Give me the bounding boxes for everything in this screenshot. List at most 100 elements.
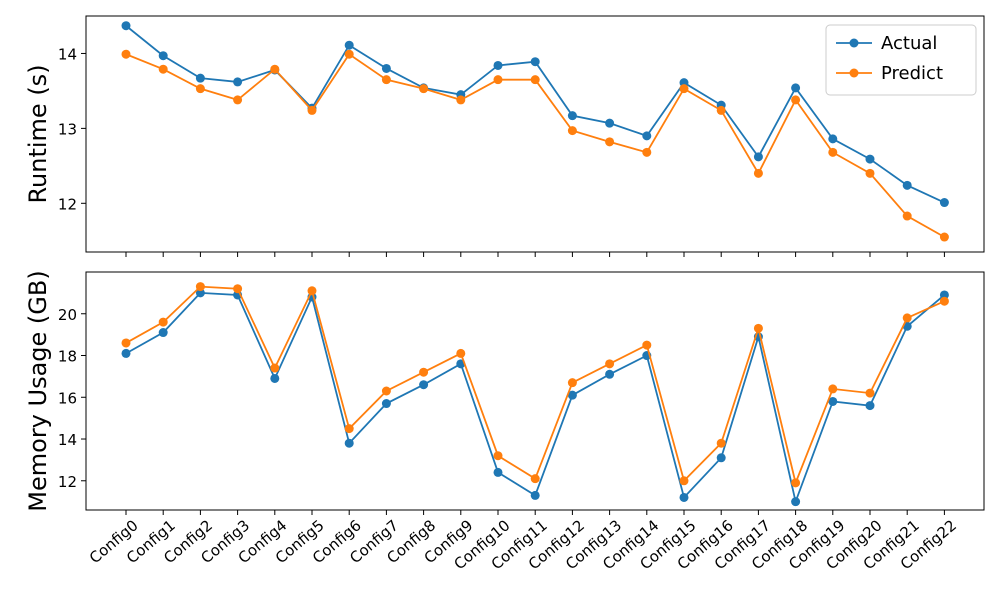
data-point-predict bbox=[753, 323, 763, 333]
data-point-predict bbox=[716, 105, 726, 115]
data-point-predict bbox=[865, 388, 875, 398]
data-point-actual bbox=[791, 497, 801, 507]
y-tick-label: 18 bbox=[58, 348, 77, 366]
data-point-actual bbox=[567, 111, 577, 121]
data-point-predict bbox=[902, 313, 912, 323]
data-point-actual bbox=[121, 21, 131, 31]
panel-memory: 1214161820Config0Config1Config2Config3Co… bbox=[24, 270, 985, 573]
data-point-predict bbox=[567, 126, 577, 136]
data-point-predict bbox=[158, 317, 168, 327]
data-point-actual bbox=[567, 390, 577, 400]
series-line-predict bbox=[125, 285, 945, 486]
data-point-actual bbox=[753, 152, 763, 162]
data-point-predict bbox=[195, 282, 205, 292]
data-point-actual bbox=[902, 180, 912, 190]
data-point-actual bbox=[493, 60, 503, 70]
data-point-predict bbox=[121, 338, 131, 348]
y-tick-label: 12 bbox=[58, 195, 77, 213]
axes-frame bbox=[85, 15, 985, 253]
data-point-actual bbox=[158, 328, 168, 338]
data-point-predict bbox=[195, 84, 205, 94]
y-axis-label: Runtime (s) bbox=[24, 64, 52, 203]
data-point-predict bbox=[530, 75, 540, 85]
data-point-predict bbox=[381, 75, 391, 85]
data-point-actual bbox=[270, 373, 280, 383]
data-point-actual bbox=[605, 118, 615, 128]
data-point-actual bbox=[642, 131, 652, 141]
data-point-predict bbox=[344, 49, 354, 59]
data-point-predict bbox=[605, 359, 615, 369]
data-point-actual bbox=[121, 348, 131, 358]
legend-label-predict: Predict bbox=[881, 63, 943, 84]
data-point-actual bbox=[828, 134, 838, 144]
data-point-predict bbox=[233, 284, 243, 294]
data-point-predict bbox=[530, 474, 540, 484]
data-point-predict bbox=[419, 84, 429, 94]
legend: Actual Predict bbox=[825, 24, 977, 96]
data-point-predict bbox=[233, 95, 243, 105]
legend-marker-predict bbox=[849, 68, 859, 78]
y-tick-label: 20 bbox=[58, 306, 77, 324]
data-point-predict bbox=[679, 84, 689, 94]
data-point-predict bbox=[456, 348, 466, 358]
data-point-actual bbox=[865, 154, 875, 164]
data-point-predict bbox=[828, 147, 838, 157]
y-axis-label: Memory Usage (GB) bbox=[24, 270, 52, 511]
data-point-actual bbox=[865, 401, 875, 411]
data-point-predict bbox=[865, 168, 875, 178]
data-point-predict bbox=[567, 378, 577, 388]
y-tick-label: 16 bbox=[58, 389, 77, 407]
data-point-predict bbox=[605, 137, 615, 147]
data-point-actual bbox=[791, 83, 801, 93]
data-point-predict bbox=[121, 49, 131, 59]
legend-marker-actual bbox=[849, 38, 859, 48]
data-point-actual bbox=[344, 40, 354, 50]
data-point-predict bbox=[158, 64, 168, 74]
data-point-predict bbox=[939, 232, 949, 242]
data-point-predict bbox=[344, 424, 354, 434]
data-point-predict bbox=[753, 168, 763, 178]
data-point-predict bbox=[791, 478, 801, 488]
data-point-predict bbox=[791, 95, 801, 105]
data-point-predict bbox=[679, 476, 689, 486]
data-point-actual bbox=[419, 380, 429, 390]
series-line-actual bbox=[125, 291, 945, 505]
data-point-predict bbox=[493, 75, 503, 85]
data-point-actual bbox=[195, 73, 205, 83]
data-point-actual bbox=[233, 77, 243, 87]
data-point-predict bbox=[307, 105, 317, 115]
data-point-predict bbox=[939, 296, 949, 306]
data-point-predict bbox=[642, 340, 652, 350]
data-point-predict bbox=[307, 286, 317, 296]
data-point-actual bbox=[381, 63, 391, 73]
data-point-actual bbox=[158, 51, 168, 61]
y-tick-label: 14 bbox=[58, 431, 77, 449]
data-point-actual bbox=[530, 490, 540, 500]
data-point-actual bbox=[493, 467, 503, 477]
data-point-predict bbox=[456, 95, 466, 105]
data-point-actual bbox=[939, 198, 949, 208]
axes-frame bbox=[85, 271, 985, 511]
data-point-predict bbox=[270, 64, 280, 74]
data-point-predict bbox=[642, 147, 652, 157]
data-point-actual bbox=[381, 399, 391, 409]
data-point-actual bbox=[716, 453, 726, 463]
data-point-actual bbox=[939, 290, 949, 300]
series-line-actual bbox=[125, 25, 945, 204]
data-point-actual bbox=[828, 396, 838, 406]
data-point-actual bbox=[679, 492, 689, 502]
data-point-predict bbox=[381, 386, 391, 396]
y-tick-label: 14 bbox=[58, 45, 77, 63]
y-tick-label: 13 bbox=[58, 120, 77, 138]
data-point-predict bbox=[270, 363, 280, 373]
data-point-predict bbox=[902, 211, 912, 221]
legend-label-actual: Actual bbox=[881, 33, 937, 54]
data-point-actual bbox=[344, 438, 354, 448]
panel-runtime: 12 13 14 Runtime (s) Actual Predict bbox=[24, 15, 985, 257]
data-point-predict bbox=[716, 438, 726, 448]
data-point-actual bbox=[195, 288, 205, 298]
data-point-predict bbox=[493, 451, 503, 461]
data-point-actual bbox=[530, 57, 540, 67]
data-point-predict bbox=[828, 384, 838, 394]
